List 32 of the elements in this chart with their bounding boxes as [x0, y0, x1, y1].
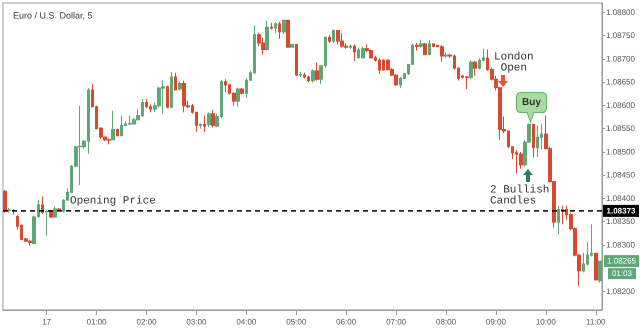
y-tick-label: 1.08200	[606, 286, 636, 296]
x-tick-label: 09:00	[486, 318, 506, 326]
annotation: Opening Price	[70, 195, 156, 208]
y-tick-label: 1.08650	[606, 78, 636, 87]
y-tick-label: 1.08550	[606, 124, 636, 134]
y-tick-label: 1.08500	[606, 147, 636, 156]
y-tick-label: 1.08400	[606, 194, 636, 203]
y-tick-label: 1.08300	[606, 240, 636, 250]
text: 1.08265	[607, 256, 637, 266]
text: 01:03	[612, 269, 633, 278]
annotation: 2 Bullish Candles	[490, 184, 556, 208]
y-tick-label: 1.08750	[606, 31, 636, 40]
y-tick-label: 1.08600	[606, 100, 636, 110]
x-tick-label: 02:00	[136, 318, 158, 326]
x-tick-label: 04:00	[236, 318, 257, 326]
y-tick-label: 1.08800	[606, 8, 636, 17]
x-tick-label: 07:00	[386, 318, 407, 326]
x-tick-label: 03:00	[186, 318, 207, 326]
y-tick-label: 1.08450	[606, 170, 636, 180]
x-tick-label: 01:00	[86, 318, 108, 326]
y-tick-label: 1.08700	[606, 54, 636, 64]
x-tick-label: 11:00	[586, 318, 606, 326]
annotation: Buy	[521, 96, 542, 110]
x-tick-label: 06:00	[336, 318, 357, 326]
x-tick-label: 17	[42, 318, 52, 326]
text: Euro / U.S. Dollar, 5	[13, 10, 93, 20]
annotation: London Open	[494, 52, 534, 74]
x-tick-label: 05:00	[286, 318, 307, 326]
y-tick-label: 1.08350	[606, 217, 636, 226]
x-tick-label: 10:00	[536, 318, 556, 326]
x-tick-label: 08:00	[436, 318, 457, 326]
ref-line-label: 1.08373	[606, 206, 636, 216]
